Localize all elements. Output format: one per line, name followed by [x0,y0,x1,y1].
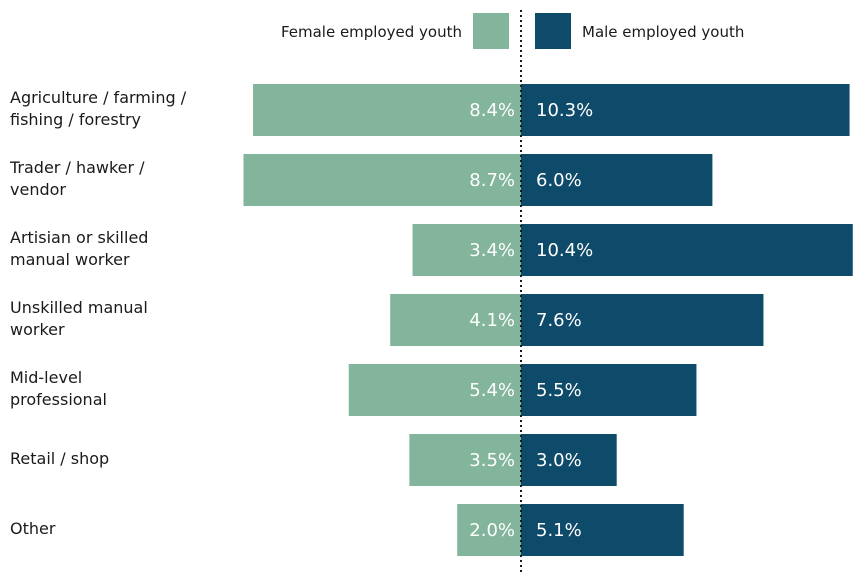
bar-female [409,434,521,486]
bar-male [521,294,764,346]
legend-label-male: Male employed youth [582,23,744,41]
bar-male [521,154,713,206]
category-label: Artisian or skilled manual worker [10,228,149,269]
category-label: Mid-level professional [10,368,107,409]
legend-swatch-male [535,13,571,49]
data-label-male: 7.6% [536,310,582,331]
data-label-male: 10.3% [536,100,593,121]
bar-male [521,364,697,416]
legend-label-female: Female employed youth [281,23,462,41]
data-label-male: 10.4% [536,240,593,261]
bar-female [412,224,521,276]
bar-male [521,434,617,486]
bar-female [390,294,521,346]
data-label-female: 5.4% [469,380,515,401]
category-label: Other [10,519,56,538]
category-label: Agriculture / farming / fishing / forestr… [10,88,187,129]
data-label-female: 4.1% [469,310,515,331]
data-label-male: 6.0% [536,170,582,191]
bar-male [521,504,684,556]
data-label-female: 3.4% [469,240,515,261]
data-label-female: 3.5% [469,450,515,471]
bar-male [521,84,850,136]
bar-female [457,504,521,556]
category-label: Unskilled manual worker [10,298,148,339]
bar-female [243,154,521,206]
data-label-male: 5.1% [536,520,582,541]
category-label: Retail / shop [10,449,110,468]
bars-group: 8.4% 10.3% 8.7% 6.0% 3.4% 10.4% 4.1% 7.6% 5.4% 5.… [243,84,853,556]
data-label-male: 5.5% [536,380,582,401]
data-label-female: 8.7% [469,170,515,191]
legend-swatch-female [473,13,509,49]
data-label-female: 2.0% [469,520,515,541]
data-label-male: 3.0% [536,450,582,471]
bar-female [253,84,522,136]
data-label-female: 8.4% [469,100,515,121]
bar-female [348,364,521,416]
legend: Female employed youth Male employed yout… [281,13,744,49]
category-label: Trader / hawker / vendor [10,158,145,199]
bar-male [521,224,853,276]
